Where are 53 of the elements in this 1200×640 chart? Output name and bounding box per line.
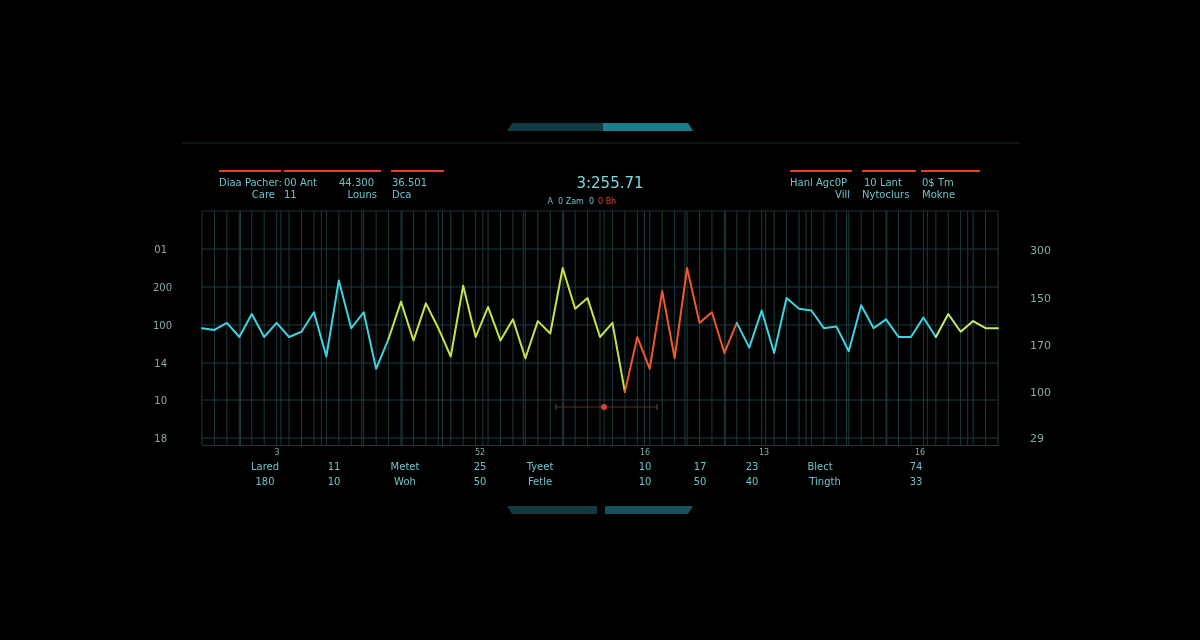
text: 3:255.71 — [576, 174, 644, 192]
text: 10 Lant — [864, 177, 902, 188]
text: 11 — [284, 189, 297, 200]
text: 300 — [1030, 244, 1051, 257]
text: 52 — [474, 448, 486, 457]
text: 01 — [154, 244, 167, 255]
text: Nytoclurs — [862, 189, 910, 200]
text: Tingth — [808, 476, 841, 487]
text: 16 — [639, 448, 651, 457]
text: 0$ Tm — [922, 177, 954, 188]
text: 16 — [914, 448, 926, 457]
text: Diaa Pacher: — [219, 177, 282, 188]
text: Louns — [347, 189, 377, 200]
text: 18 — [154, 433, 167, 444]
text: Tyeet — [525, 461, 554, 472]
text: 0 Bh — [598, 197, 617, 206]
text: 180 — [255, 476, 275, 487]
text: 11 — [327, 461, 341, 472]
text: 100 — [1030, 386, 1051, 399]
text: 40 — [745, 476, 759, 487]
text: 3 — [274, 448, 280, 457]
text: Hanl Agc0P — [790, 177, 848, 188]
text: 23 — [745, 461, 759, 472]
text: Blect — [807, 461, 833, 472]
text: Dca — [392, 189, 412, 200]
text: 44.300 — [339, 177, 374, 188]
text: 10 — [154, 395, 167, 406]
text: Mokne — [922, 189, 956, 200]
text: Fetle — [527, 476, 553, 487]
text: 100 — [152, 320, 172, 331]
text: 29 — [1030, 432, 1044, 445]
text: 33 — [909, 476, 923, 487]
text: Care — [251, 189, 275, 200]
text: 10 — [638, 461, 652, 472]
text: 50 — [693, 476, 707, 487]
text: Lared — [250, 461, 280, 472]
text: 170 — [1030, 339, 1051, 352]
text: A 0 Zam 0 — [547, 197, 594, 206]
text: 10 — [638, 476, 652, 487]
text: 00 Ant — [284, 177, 318, 188]
text: 200 — [152, 282, 172, 293]
text: 25 — [473, 461, 487, 472]
text: 14 — [154, 358, 167, 369]
text: 10 — [327, 476, 341, 487]
text: 13 — [758, 448, 770, 457]
text: 150 — [1030, 292, 1051, 305]
text: 74 — [909, 461, 923, 472]
text: Vill — [835, 189, 850, 200]
text: 50 — [473, 476, 487, 487]
text: Metet — [390, 461, 420, 472]
text: Woh — [394, 476, 416, 487]
text: 36.501 — [392, 177, 427, 188]
text: 17 — [693, 461, 707, 472]
